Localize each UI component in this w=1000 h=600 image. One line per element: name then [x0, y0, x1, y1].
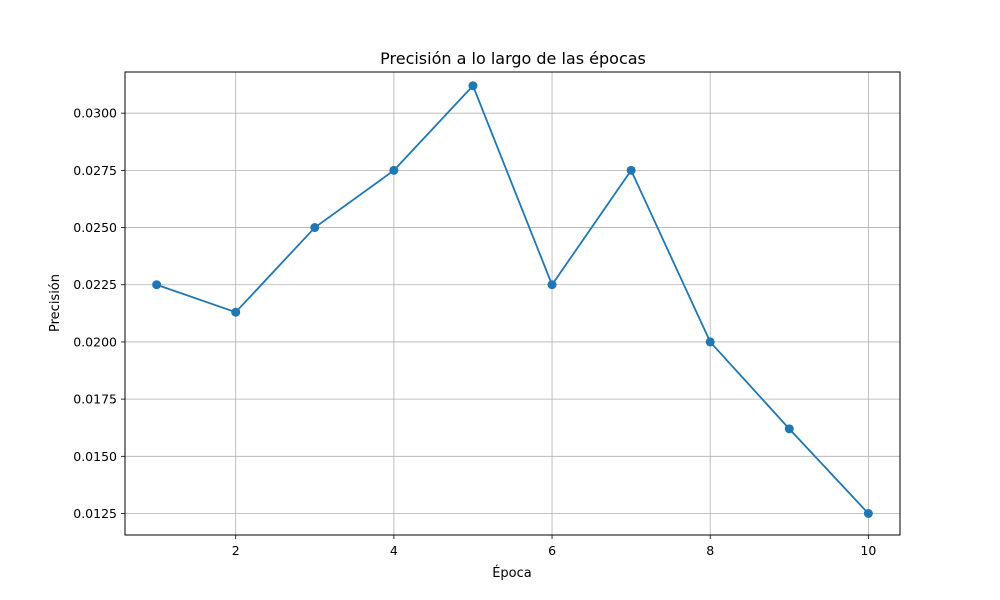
data-point	[468, 81, 478, 91]
series-line	[156, 84, 870, 515]
chart-title: Precisión a lo largo de las épocas	[380, 49, 646, 68]
data-point	[231, 307, 241, 317]
data-point	[705, 337, 715, 347]
data-point	[152, 280, 162, 290]
y-tick-label: 0.0150	[73, 449, 117, 464]
y-axis-label: Precisión	[48, 274, 63, 332]
y-tick-label: 0.0200	[73, 334, 117, 349]
x-tick-label: 6	[548, 543, 556, 558]
y-tick-label: 0.0250	[73, 220, 117, 235]
x-tick-label: 10	[860, 543, 876, 558]
y-tick-label: 0.0175	[73, 392, 117, 407]
data-point	[310, 223, 320, 233]
grid-lines	[125, 72, 900, 535]
series-group	[152, 81, 873, 518]
plot-frame	[124, 71, 901, 536]
data-point	[784, 424, 794, 434]
x-tick-label: 4	[390, 543, 398, 558]
y-tick-label: 0.0300	[73, 106, 117, 121]
x-tick-label: 8	[706, 543, 714, 558]
data-point	[863, 508, 873, 518]
data-point	[389, 165, 399, 175]
x-axis-label: Época	[492, 565, 532, 581]
axis-ticks: 2 4 6 8 10 0.0125 0.0150 0.0175 0.0200 0.0225 0.02…	[73, 106, 876, 558]
data-point	[626, 165, 636, 175]
x-tick-label: 2	[232, 543, 240, 558]
y-tick-label: 0.0125	[73, 506, 117, 521]
y-tick-label: 0.0225	[73, 277, 117, 292]
data-point	[547, 280, 557, 290]
y-tick-label: 0.0275	[73, 163, 117, 178]
